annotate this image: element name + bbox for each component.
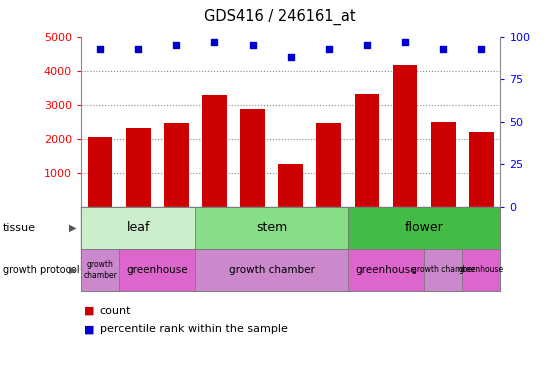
Text: stem: stem bbox=[256, 221, 287, 234]
Bar bbox=[392, 64, 418, 207]
Text: count: count bbox=[100, 306, 131, 316]
Point bbox=[401, 39, 410, 45]
Bar bbox=[126, 128, 150, 207]
Point bbox=[210, 39, 219, 45]
Text: ▶: ▶ bbox=[69, 265, 77, 275]
Text: greenhouse: greenhouse bbox=[459, 265, 504, 274]
Text: greenhouse: greenhouse bbox=[126, 265, 188, 275]
Text: growth protocol: growth protocol bbox=[3, 265, 79, 275]
Point bbox=[286, 54, 295, 60]
Bar bbox=[164, 123, 189, 207]
Text: ■: ■ bbox=[84, 306, 94, 316]
Text: ■: ■ bbox=[84, 324, 94, 335]
Bar bbox=[316, 123, 341, 207]
Point bbox=[96, 46, 105, 52]
Text: greenhouse: greenhouse bbox=[355, 265, 417, 275]
Point bbox=[477, 46, 486, 52]
Text: growth chamber: growth chamber bbox=[411, 265, 475, 274]
Text: percentile rank within the sample: percentile rank within the sample bbox=[100, 324, 287, 335]
Text: growth
chamber: growth chamber bbox=[83, 260, 117, 280]
Bar bbox=[354, 94, 380, 207]
Text: flower: flower bbox=[405, 221, 443, 234]
Point bbox=[248, 42, 257, 48]
Bar bbox=[278, 164, 303, 207]
Text: growth chamber: growth chamber bbox=[229, 265, 315, 275]
Bar bbox=[469, 132, 494, 207]
Text: tissue: tissue bbox=[3, 223, 36, 233]
Point bbox=[439, 46, 448, 52]
Point bbox=[362, 42, 371, 48]
Point bbox=[324, 46, 333, 52]
Text: ▶: ▶ bbox=[69, 223, 77, 233]
Text: GDS416 / 246161_at: GDS416 / 246161_at bbox=[203, 8, 356, 25]
Bar bbox=[240, 109, 265, 207]
Bar bbox=[202, 95, 227, 207]
Text: leaf: leaf bbox=[126, 221, 150, 234]
Point bbox=[172, 42, 181, 48]
Point bbox=[134, 46, 143, 52]
Bar bbox=[88, 137, 112, 207]
Bar bbox=[431, 122, 456, 207]
